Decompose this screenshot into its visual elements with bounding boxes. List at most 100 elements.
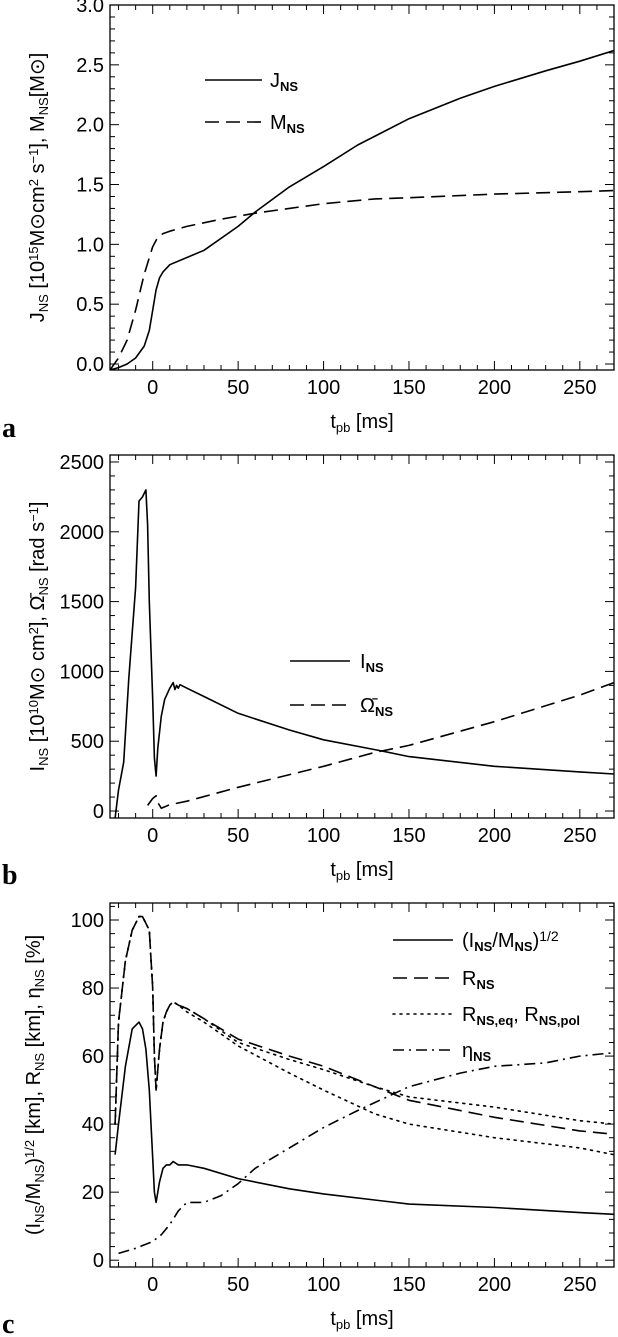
series-line <box>118 1051 614 1255</box>
legend-label-part: (I <box>462 930 474 952</box>
legend-label-part: NS,eq <box>476 1013 513 1028</box>
legend-label-part: Ω̄ <box>360 695 378 717</box>
x-tick-label: 250 <box>563 1274 596 1296</box>
x-axis-label-part: t <box>330 859 336 881</box>
plot-frame <box>109 902 615 1268</box>
y-axis-label-part: −1 <box>26 507 41 522</box>
x-axis-label-part: t <box>330 411 336 433</box>
y-axis-label-part: [10 <box>27 715 49 748</box>
y-tick-label: 80 <box>82 978 104 1000</box>
y-axis-label-part: M⊙cm <box>27 186 49 246</box>
y-tick-label: 100 <box>71 910 104 932</box>
y-axis-label-part: /M <box>23 1183 45 1205</box>
y-axis-label-part: I <box>27 766 49 772</box>
legend-label-part: J <box>270 70 280 92</box>
y-tick-label: 1000 <box>60 661 105 683</box>
y-axis-label-part: NS <box>32 969 47 987</box>
x-axis-label: tpb [ms] <box>330 411 393 435</box>
y-axis-label: INS [1010M⊙ cm2], Ω̄NS [rad s−1] <box>26 502 51 772</box>
y-axis-label-part: ], M <box>27 115 49 148</box>
legend-label: RNS <box>462 968 495 992</box>
series-line <box>110 49 614 370</box>
x-axis-label: tpb [ms] <box>330 859 393 883</box>
y-axis-label-part: [M⊙] <box>27 53 49 98</box>
legend-label-part: NS,pol <box>539 1013 580 1028</box>
y-tick-label: 500 <box>71 731 104 753</box>
y-tick-label: 60 <box>82 1046 104 1068</box>
y-axis-label-part: (I <box>23 1223 45 1235</box>
y-tick-label: 2.5 <box>76 55 104 77</box>
legend-label: INS <box>360 651 384 675</box>
legend-label: MNS <box>270 112 305 136</box>
x-tick-label: 0 <box>147 1274 158 1296</box>
legend-label-part: NS <box>474 939 492 954</box>
x-tick-label: 150 <box>392 1274 425 1296</box>
series-line <box>114 915 614 1156</box>
x-axis-label-part: t <box>330 1308 336 1330</box>
legend-label-part: , R <box>513 1004 539 1026</box>
x-axis-label-part: pb <box>336 868 350 883</box>
series-line <box>110 189 614 370</box>
y-axis-label-part: ] <box>27 502 49 508</box>
panel-letter: c <box>2 1309 14 1337</box>
y-axis-label-part: [km], η <box>23 987 45 1053</box>
y-axis-label-part: 2 <box>26 627 41 634</box>
x-axis-label-part: [ms] <box>350 1308 393 1330</box>
y-axis-label: JNS [1015M⊙cm2 s−1], MNS[M⊙] <box>26 53 51 323</box>
y-axis-label-part: NS <box>32 1205 47 1223</box>
x-axis-label: tpb [ms] <box>330 1308 393 1332</box>
y-tick-label: 0 <box>93 1250 104 1272</box>
y-tick-label: 20 <box>82 1182 104 1204</box>
y-tick-label: 0.0 <box>76 354 104 376</box>
x-tick-label: 100 <box>307 377 340 399</box>
y-tick-label: 1.0 <box>76 234 104 256</box>
x-tick-label: 250 <box>563 377 596 399</box>
y-axis-label-part: 10 <box>26 700 41 714</box>
legend-label-part: NS <box>473 1049 491 1064</box>
legend-label-part: I <box>360 651 366 673</box>
panel-b: 0 50 100 150 200 25005001000150020002500INSΩ̄… <box>2 452 615 891</box>
legend-label-part: NS <box>366 660 384 675</box>
x-tick-label: 150 <box>392 377 425 399</box>
plot-frame <box>109 454 615 819</box>
legend-label-part: R <box>462 1004 476 1026</box>
panel-c: 0 50 100 150 200 250020406080100(INS/MNS)1/2R… <box>2 902 615 1337</box>
x-axis-label-part: [ms] <box>350 411 393 433</box>
legend-label: RNS,eq, RNS,pol <box>462 1004 580 1028</box>
panel-letter: a <box>2 413 16 444</box>
y-axis-label-part: 1/2 <box>22 1140 37 1158</box>
y-tick-label: 3.0 <box>76 0 104 17</box>
legend-label-part: /M <box>492 930 514 952</box>
y-axis-label-part: NS <box>32 1053 47 1071</box>
y-tick-label: 1.5 <box>76 175 104 197</box>
legend-label-part: R <box>462 968 476 990</box>
legend-label: Ω̄NS <box>360 695 393 719</box>
legend-label-part: M <box>270 112 287 134</box>
y-axis-label-part: M⊙ cm <box>27 634 49 700</box>
y-axis-label-part: [%] <box>23 935 45 969</box>
legend-label: JNS <box>270 70 298 94</box>
x-tick-label: 50 <box>227 825 249 847</box>
y-axis-label-part: NS <box>36 748 51 766</box>
y-axis-label-part: ) <box>23 1158 45 1165</box>
legend-label: (INS/MNS)1/2 <box>462 928 559 954</box>
x-tick-label: 100 <box>307 1274 340 1296</box>
panel-letter: b <box>2 860 18 891</box>
y-axis-label: (INS/MNS)1/2 [km], RNS [km], ηNS [%] <box>22 935 47 1235</box>
panel-a: 0 50 100 150 200 2500.00.51.01.52.02.53.0JNSM… <box>2 0 615 444</box>
legend-label-part: NS <box>515 939 533 954</box>
y-tick-label: 2000 <box>60 522 105 544</box>
x-tick-label: 200 <box>478 825 511 847</box>
legend-label-part: ) <box>533 930 540 952</box>
x-axis-label-part: pb <box>336 1317 350 1332</box>
y-tick-label: 40 <box>82 1114 104 1136</box>
y-tick-label: 0 <box>93 801 104 823</box>
plot-frame <box>109 4 615 371</box>
legend-label-part: 1/2 <box>539 928 559 944</box>
y-axis-label-part: NS <box>36 97 51 115</box>
x-tick-label: 50 <box>227 377 249 399</box>
y-axis-label-part: NS <box>36 294 51 312</box>
series-line <box>114 1021 614 1216</box>
x-tick-label: 250 <box>563 825 596 847</box>
